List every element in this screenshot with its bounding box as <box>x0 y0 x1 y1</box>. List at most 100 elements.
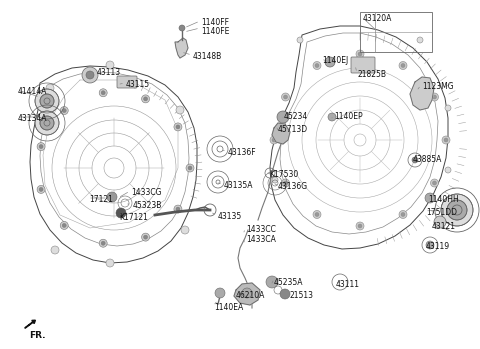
Circle shape <box>315 64 319 67</box>
Polygon shape <box>410 77 434 110</box>
Circle shape <box>282 179 289 187</box>
Circle shape <box>174 205 182 213</box>
Circle shape <box>399 210 407 218</box>
Circle shape <box>284 95 288 99</box>
Circle shape <box>399 61 407 69</box>
Circle shape <box>86 71 94 79</box>
Text: 43113: 43113 <box>97 68 121 77</box>
Circle shape <box>60 221 68 229</box>
Circle shape <box>445 105 451 111</box>
Text: 1123MG: 1123MG <box>422 82 454 91</box>
Text: 43115: 43115 <box>126 80 150 89</box>
Circle shape <box>46 84 54 92</box>
Circle shape <box>441 194 473 226</box>
Text: 45323B: 45323B <box>133 201 162 210</box>
Circle shape <box>82 67 98 83</box>
Text: 1140EP: 1140EP <box>334 112 362 121</box>
Circle shape <box>432 181 436 185</box>
Circle shape <box>142 233 150 241</box>
Polygon shape <box>175 38 188 58</box>
Circle shape <box>358 224 362 228</box>
Circle shape <box>425 193 435 203</box>
Circle shape <box>356 222 364 230</box>
Circle shape <box>37 185 45 193</box>
Circle shape <box>107 192 117 202</box>
FancyArrow shape <box>25 320 36 328</box>
Text: 43120A: 43120A <box>363 14 392 23</box>
Text: 43136G: 43136G <box>278 182 308 191</box>
Circle shape <box>35 89 59 113</box>
Text: 43136F: 43136F <box>228 148 257 157</box>
Circle shape <box>272 138 276 142</box>
Circle shape <box>442 136 450 144</box>
Circle shape <box>62 109 66 113</box>
Circle shape <box>444 138 448 142</box>
Polygon shape <box>234 283 260 305</box>
Circle shape <box>434 216 446 228</box>
Text: 43135A: 43135A <box>224 181 253 190</box>
Circle shape <box>315 213 319 216</box>
FancyBboxPatch shape <box>351 57 375 73</box>
Circle shape <box>101 241 105 245</box>
Text: 1433CC: 1433CC <box>246 225 276 234</box>
Circle shape <box>144 235 147 239</box>
Circle shape <box>401 213 405 216</box>
Circle shape <box>280 289 290 299</box>
Text: 21825B: 21825B <box>358 70 387 79</box>
Text: 1751DD: 1751DD <box>426 208 457 217</box>
Circle shape <box>99 239 107 247</box>
Circle shape <box>445 167 451 173</box>
Text: 1140FE: 1140FE <box>201 27 229 36</box>
Circle shape <box>412 157 418 163</box>
Circle shape <box>266 276 278 288</box>
Text: 1140FF: 1140FF <box>201 18 229 27</box>
Circle shape <box>179 25 185 31</box>
Circle shape <box>328 113 336 121</box>
Text: 45234: 45234 <box>284 112 308 121</box>
Circle shape <box>356 50 364 58</box>
Text: 43135: 43135 <box>218 212 242 221</box>
Circle shape <box>176 207 180 211</box>
Text: 21513: 21513 <box>289 291 313 300</box>
Text: 43885A: 43885A <box>413 155 443 164</box>
Circle shape <box>37 143 45 150</box>
Circle shape <box>270 136 278 144</box>
Circle shape <box>297 37 303 43</box>
FancyBboxPatch shape <box>117 76 137 88</box>
Circle shape <box>39 187 43 191</box>
Circle shape <box>176 106 184 114</box>
Circle shape <box>40 94 54 108</box>
Circle shape <box>242 288 252 298</box>
Text: K17530: K17530 <box>269 170 298 179</box>
Circle shape <box>432 95 436 99</box>
Circle shape <box>188 166 192 170</box>
Circle shape <box>101 91 105 95</box>
Circle shape <box>272 177 278 183</box>
Text: 17121: 17121 <box>89 195 113 204</box>
Circle shape <box>106 259 114 267</box>
Circle shape <box>447 200 467 220</box>
Circle shape <box>39 144 43 149</box>
Circle shape <box>144 97 147 101</box>
Text: 1433CA: 1433CA <box>246 235 276 244</box>
Circle shape <box>358 52 362 56</box>
Text: 1140HH: 1140HH <box>428 195 459 204</box>
Circle shape <box>325 57 335 67</box>
Circle shape <box>313 61 321 69</box>
Text: 45713D: 45713D <box>278 125 308 134</box>
Circle shape <box>106 61 114 69</box>
Circle shape <box>35 111 59 135</box>
Circle shape <box>284 181 288 185</box>
Circle shape <box>40 116 54 130</box>
Text: 43134A: 43134A <box>18 114 48 123</box>
Circle shape <box>62 223 66 228</box>
Circle shape <box>417 37 423 43</box>
Circle shape <box>99 89 107 97</box>
Circle shape <box>51 246 59 254</box>
Circle shape <box>215 288 225 298</box>
Text: 43111: 43111 <box>336 280 360 289</box>
Text: 45235A: 45235A <box>274 278 303 287</box>
Circle shape <box>426 241 434 249</box>
Circle shape <box>401 64 405 67</box>
Text: 46210A: 46210A <box>236 291 265 300</box>
